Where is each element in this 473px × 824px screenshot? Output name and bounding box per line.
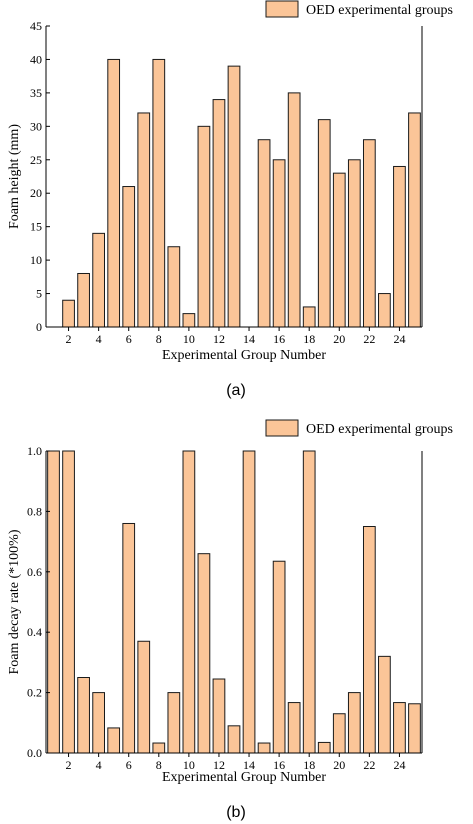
x-tick-label: 4 [96,332,102,346]
bar-b-group-13 [227,725,241,754]
x-tick-label: 10 [183,332,195,346]
x-tick-label: 4 [96,758,102,772]
bar-a-group-11 [197,125,211,328]
bar-a-group-5 [107,58,121,328]
bar-a-group-24 [393,165,406,328]
x-tick-label: 6 [126,332,132,346]
y-tick-label: 0.8 [27,504,42,518]
bar-a-group-10 [182,313,196,328]
x-tick-label: 22 [363,758,375,772]
x-tick-label: 24 [393,758,405,772]
y-tick-label: 0.0 [27,746,42,760]
bar-a-group-12 [212,99,226,328]
bar-a-group-16 [272,159,286,328]
legend-label: OED experimental groups [306,3,453,18]
bar-b-group-12 [212,678,226,754]
bar-a-group-15 [257,139,271,328]
bar-b-group-9 [167,692,181,754]
x-tick-label: 16 [273,332,285,346]
x-axis-title: Experimental Group Number [162,348,326,363]
bar-a-group-7 [137,112,151,328]
bar-b-group-15 [257,742,271,754]
y-tick-label: 0.6 [27,565,42,579]
x-tick-label: 16 [273,758,285,772]
y-tick-label: 15 [30,220,42,234]
bar-b-group-6 [122,522,136,754]
y-tick-label: 40 [30,52,42,66]
bar-a-group-25 [408,112,421,328]
bar-b-group-11 [197,553,211,754]
x-tick-label: 6 [126,758,132,772]
y-tick-label: 20 [30,186,42,200]
bar-a-group-8 [152,58,166,328]
x-tick-label: 20 [333,758,345,772]
y-tick-label: 30 [30,119,42,133]
y-tick-label: 1.0 [27,444,42,458]
panel-label: (b) [226,804,246,821]
bar-b-group-16 [272,560,286,754]
bar-b-group-2 [62,450,75,754]
bar-b-group-8 [152,742,166,754]
bar-b-group-24 [393,702,406,754]
y-tick-label: 45 [30,19,42,33]
bar-b-group-7 [137,640,151,754]
x-tick-label: 10 [183,758,195,772]
bar-a-group-4 [92,232,105,328]
x-tick-label: 2 [66,332,72,346]
bar-b-group-18 [302,450,316,754]
bar-b-group-17 [287,702,301,754]
legend-swatch [265,419,299,437]
bar-a-group-22 [362,139,376,328]
bar-a-group-3 [77,272,90,328]
bar-b-group-5 [107,727,121,754]
x-tick-label: 14 [243,758,255,772]
legend-swatch [265,0,299,18]
bar-a-group-17 [287,92,301,328]
bar-b-group-14 [242,450,256,754]
x-tick-label: 8 [156,758,162,772]
bar-a-group-2 [62,299,75,328]
bar-a-group-19 [317,119,331,328]
x-tick-label: 14 [243,332,255,346]
bar-a-group-13 [227,65,241,328]
bar-b-group-3 [77,677,90,754]
y-tick-label: 0.2 [27,686,42,700]
y-tick-label: 0 [36,320,42,334]
legend-label: OED experimental groups [306,422,453,437]
x-tick-label: 12 [213,758,225,772]
bar-b-group-10 [182,450,196,754]
x-tick-label: 2 [66,758,72,772]
x-tick-label: 22 [363,332,375,346]
y-tick-label: 10 [30,253,42,267]
x-tick-label: 8 [156,332,162,346]
bar-b-group-21 [347,692,361,754]
x-tick-label: 24 [393,332,405,346]
x-tick-label: 20 [333,332,345,346]
x-tick-label: 18 [303,758,315,772]
y-tick-label: 25 [30,153,42,167]
bar-b-group-1 [47,450,60,754]
bar-a-group-9 [167,246,181,328]
bar-a-group-21 [347,159,361,328]
x-axis-title: Experimental Group Number [162,770,326,785]
x-tick-label: 18 [303,332,315,346]
bar-b-group-25 [408,703,421,754]
bar-a-group-20 [332,172,346,328]
bar-a-group-23 [378,293,391,328]
y-axis-title: Foam height (mm) [7,124,22,229]
y-tick-label: 0.4 [27,625,42,639]
y-tick-label: 5 [36,287,42,301]
y-axis-title: Foam decay rate (*100%) [7,529,22,674]
y-tick-label: 35 [30,86,42,100]
bar-a-group-18 [302,306,316,328]
bar-b-group-19 [317,741,331,754]
bar-b-group-23 [378,655,391,754]
x-tick-label: 12 [213,332,225,346]
bar-b-group-20 [332,713,346,754]
bar-b-group-22 [362,526,376,754]
panel-label: (a) [226,382,246,399]
bar-b-group-4 [92,692,105,754]
bar-a-group-6 [122,186,136,328]
